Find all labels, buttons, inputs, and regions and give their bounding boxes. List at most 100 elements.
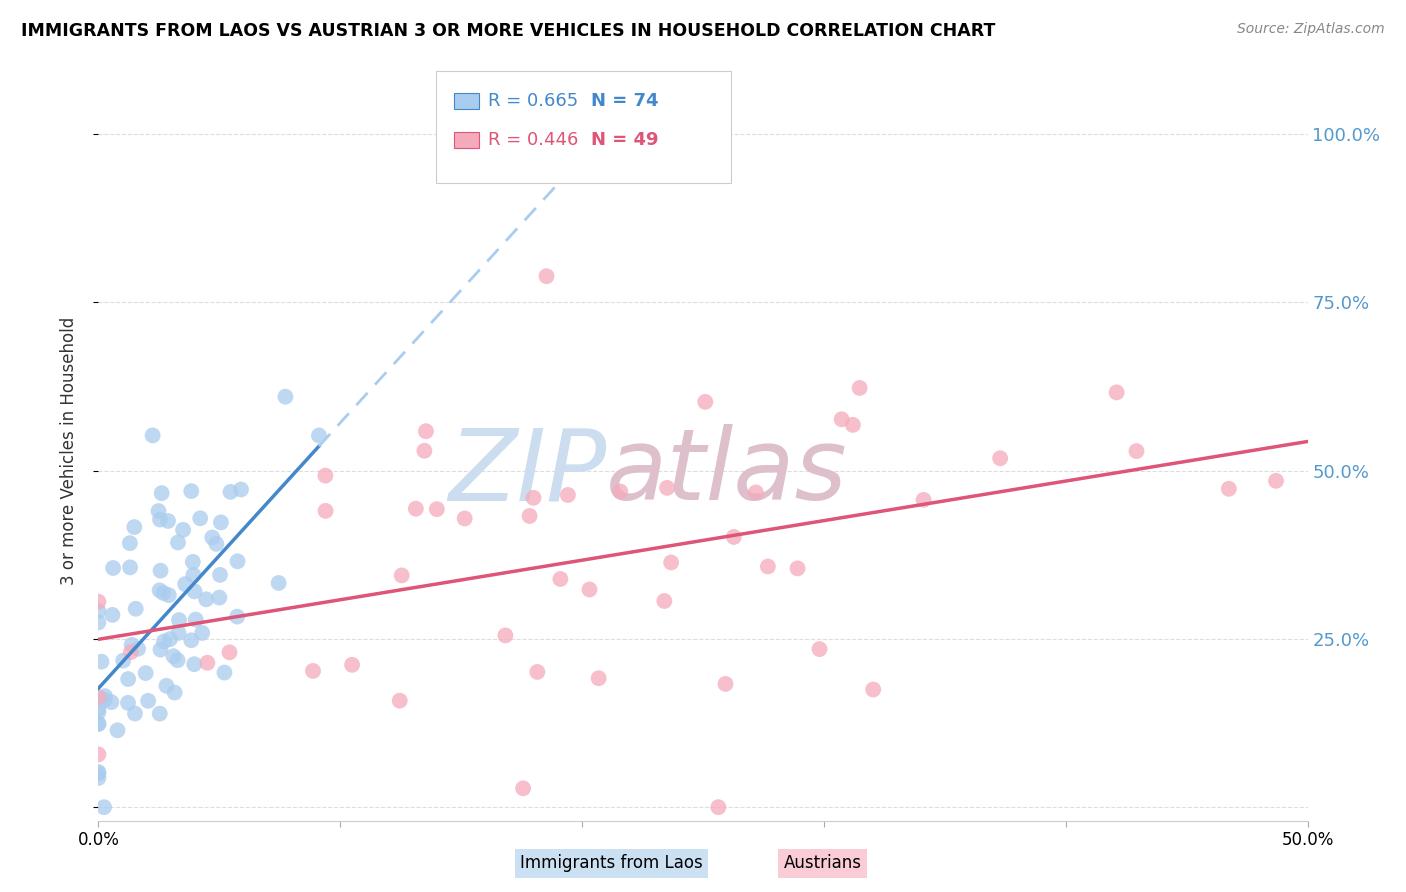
Point bbox=[1105, 385, 1128, 400]
Point bbox=[1218, 482, 1240, 496]
Point bbox=[831, 412, 853, 426]
Text: N = 74: N = 74 bbox=[591, 92, 658, 110]
Point bbox=[512, 781, 534, 796]
Point bbox=[391, 568, 413, 582]
Point bbox=[315, 504, 337, 518]
Point bbox=[184, 613, 207, 627]
Point bbox=[159, 632, 181, 646]
Point bbox=[426, 502, 449, 516]
Point bbox=[314, 468, 336, 483]
Point bbox=[714, 677, 737, 691]
Point bbox=[121, 638, 143, 652]
Point bbox=[124, 706, 146, 721]
Point bbox=[219, 484, 242, 499]
Text: N = 49: N = 49 bbox=[591, 131, 658, 149]
Point bbox=[695, 395, 717, 409]
Point bbox=[308, 428, 330, 442]
Point bbox=[756, 559, 779, 574]
Point bbox=[707, 800, 730, 814]
Point bbox=[912, 492, 935, 507]
Point bbox=[526, 665, 548, 679]
Point bbox=[214, 665, 236, 680]
Point bbox=[163, 685, 186, 699]
Text: R = 0.665: R = 0.665 bbox=[488, 92, 578, 110]
Point bbox=[87, 717, 110, 731]
Point bbox=[988, 451, 1011, 466]
Point bbox=[453, 511, 475, 525]
Text: Austrians: Austrians bbox=[783, 855, 862, 872]
Point bbox=[536, 269, 558, 284]
Point bbox=[87, 747, 110, 762]
Point bbox=[405, 501, 427, 516]
Point bbox=[209, 516, 232, 530]
Point bbox=[188, 511, 211, 525]
Point bbox=[124, 520, 146, 534]
Point bbox=[415, 424, 437, 438]
Point bbox=[136, 694, 159, 708]
Point bbox=[155, 679, 177, 693]
Point bbox=[191, 626, 214, 640]
Point bbox=[167, 613, 190, 627]
Point bbox=[226, 609, 249, 624]
Point bbox=[101, 561, 124, 575]
Point bbox=[195, 592, 218, 607]
Point bbox=[166, 653, 188, 667]
Point bbox=[117, 696, 139, 710]
Point bbox=[302, 664, 325, 678]
Text: Source: ZipAtlas.com: Source: ZipAtlas.com bbox=[1237, 22, 1385, 37]
Point bbox=[786, 561, 808, 575]
Point bbox=[153, 634, 176, 648]
Point bbox=[149, 706, 172, 721]
Point bbox=[229, 483, 252, 497]
Point bbox=[87, 615, 110, 630]
Point bbox=[848, 381, 870, 395]
Point bbox=[274, 390, 297, 404]
Point bbox=[94, 689, 117, 703]
Text: atlas: atlas bbox=[606, 425, 848, 521]
Point bbox=[609, 484, 631, 499]
Point bbox=[655, 481, 678, 495]
Point bbox=[87, 595, 110, 609]
Point bbox=[745, 485, 768, 500]
Point bbox=[148, 504, 170, 518]
Point bbox=[557, 488, 579, 502]
Point bbox=[659, 556, 682, 570]
Point bbox=[167, 625, 190, 640]
Text: IMMIGRANTS FROM LAOS VS AUSTRIAN 3 OR MORE VEHICLES IN HOUSEHOLD CORRELATION CHA: IMMIGRANTS FROM LAOS VS AUSTRIAN 3 OR MO… bbox=[21, 22, 995, 40]
Point bbox=[494, 628, 516, 642]
Point bbox=[90, 655, 112, 669]
Point bbox=[149, 642, 172, 657]
Point bbox=[578, 582, 600, 597]
Point bbox=[120, 645, 142, 659]
Point bbox=[862, 682, 884, 697]
Point bbox=[340, 657, 363, 672]
Point bbox=[181, 555, 204, 569]
Point bbox=[87, 766, 110, 780]
Point bbox=[87, 716, 110, 731]
Point bbox=[208, 567, 231, 582]
Point bbox=[167, 535, 190, 549]
Point bbox=[120, 560, 142, 574]
Text: ZIP: ZIP bbox=[449, 425, 606, 521]
Point bbox=[413, 443, 436, 458]
Point bbox=[135, 666, 157, 681]
Point bbox=[152, 586, 174, 600]
Point bbox=[522, 491, 544, 505]
Point bbox=[149, 564, 172, 578]
Point bbox=[226, 554, 249, 568]
Point bbox=[162, 649, 184, 664]
Point bbox=[93, 800, 115, 814]
Text: R = 0.446: R = 0.446 bbox=[488, 131, 578, 149]
Point bbox=[183, 584, 205, 599]
Point bbox=[172, 523, 194, 537]
Point bbox=[87, 771, 110, 785]
Point bbox=[723, 530, 745, 544]
Point bbox=[87, 702, 110, 716]
Point bbox=[205, 537, 228, 551]
Point bbox=[87, 604, 110, 618]
Point bbox=[195, 656, 218, 670]
Point bbox=[87, 690, 110, 705]
Point bbox=[267, 576, 290, 591]
Point bbox=[183, 568, 205, 582]
Point bbox=[588, 671, 610, 685]
